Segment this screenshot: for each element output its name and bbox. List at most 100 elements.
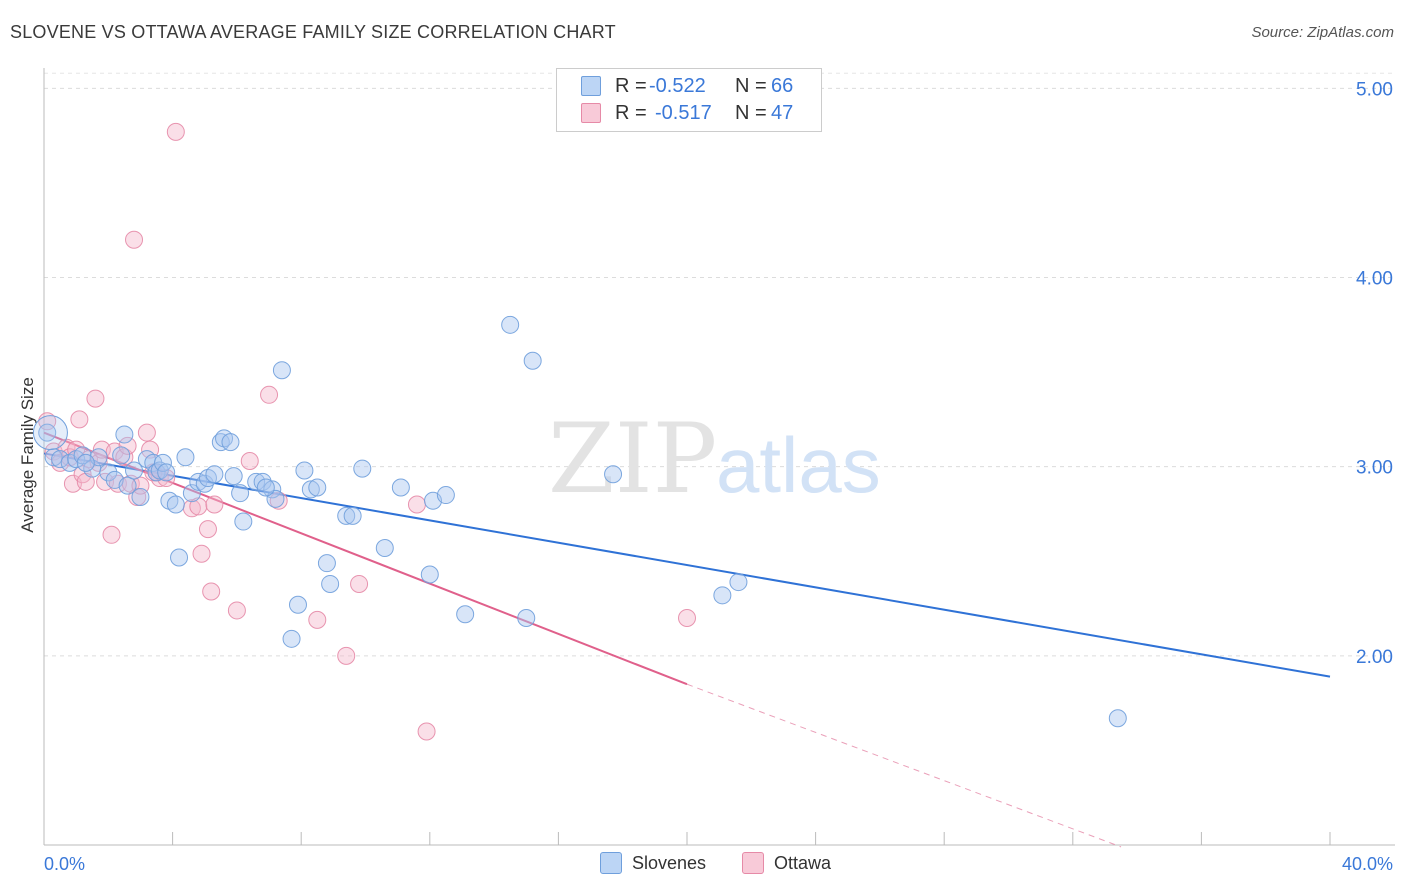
point-slovenes xyxy=(131,487,150,506)
point-ottawa xyxy=(308,610,327,629)
points-slovenes xyxy=(32,315,1127,728)
point-slovenes xyxy=(112,446,131,465)
point-ottawa xyxy=(166,122,185,141)
point-ottawa xyxy=(70,410,89,429)
trend-line-ottawa-extension xyxy=(686,683,1122,848)
point-slovenes xyxy=(256,478,275,497)
point-slovenes xyxy=(604,465,623,484)
stats-r-label: R = xyxy=(615,74,647,97)
point-slovenes xyxy=(523,351,542,370)
stats-n-label: N = xyxy=(735,74,767,97)
point-slovenes xyxy=(456,605,475,624)
point-ottawa xyxy=(115,448,134,467)
point-ottawa xyxy=(198,520,217,539)
point-slovenes xyxy=(317,554,336,573)
point-slovenes xyxy=(282,629,301,648)
point-slovenes xyxy=(125,461,144,480)
point-ottawa xyxy=(678,609,696,628)
point-ottawa xyxy=(125,230,144,249)
stats-n-value: 66 xyxy=(771,74,794,97)
point-slovenes xyxy=(295,461,314,480)
point-slovenes xyxy=(517,609,536,628)
stats-swatch-slovenes xyxy=(581,76,601,96)
point-slovenes xyxy=(231,484,250,503)
point-slovenes xyxy=(182,484,201,503)
point-slovenes xyxy=(501,315,520,334)
point-slovenes xyxy=(343,506,362,525)
point-slovenes xyxy=(234,512,253,531)
point-ottawa xyxy=(227,601,246,620)
legend-swatch-slovenes xyxy=(600,852,622,874)
point-slovenes xyxy=(253,472,272,491)
point-ottawa xyxy=(350,574,369,593)
point-slovenes xyxy=(263,480,282,499)
point-slovenes xyxy=(391,478,410,497)
point-slovenes xyxy=(375,539,394,558)
stats-swatch-ottawa xyxy=(581,103,601,123)
stats-r-value: -0.517 xyxy=(655,101,712,124)
stats-box: R = -0.522 N = 66 R = -0.517 N = 47 xyxy=(556,68,822,132)
stats-r-value: -0.522 xyxy=(649,74,706,97)
point-slovenes xyxy=(157,463,176,482)
y-tick-label: 3.00 xyxy=(1356,458,1393,479)
stats-r-label: R = xyxy=(615,101,647,124)
point-slovenes xyxy=(153,453,172,472)
watermark-atlas: atlas xyxy=(716,421,881,509)
point-slovenes xyxy=(321,574,340,593)
point-slovenes xyxy=(44,448,63,467)
gridlines xyxy=(44,72,1395,657)
point-slovenes xyxy=(115,425,134,444)
point-slovenes xyxy=(221,433,240,452)
point-slovenes xyxy=(76,453,95,472)
source-label: Source: ZipAtlas.com xyxy=(1251,24,1394,41)
trend-line-ottawa xyxy=(43,431,688,686)
point-ottawa xyxy=(76,472,95,491)
y-tick-label: 2.00 xyxy=(1356,647,1393,668)
point-slovenes xyxy=(147,463,166,482)
point-ottawa xyxy=(407,495,426,514)
legend-label-ottawa: Ottawa xyxy=(774,852,832,873)
point-slovenes xyxy=(1108,709,1127,728)
point-slovenes xyxy=(420,565,439,584)
point-ottawa xyxy=(417,722,436,741)
point-slovenes xyxy=(353,459,372,478)
point-ottawa xyxy=(102,525,121,544)
point-slovenes xyxy=(144,453,163,472)
point-ottawa xyxy=(137,423,156,442)
legend-item-slovenes[interactable]: Slovenes xyxy=(600,852,706,874)
y-tick-label: 4.00 xyxy=(1356,269,1393,290)
point-slovenes xyxy=(38,423,57,442)
x-tick-labels: 0.0% 40.0% xyxy=(44,854,1393,874)
stats-n-label: N = xyxy=(735,101,767,124)
point-ottawa xyxy=(269,491,288,510)
point-slovenes xyxy=(308,478,327,497)
point-ottawa xyxy=(141,440,160,459)
point-ottawa xyxy=(189,497,208,516)
point-slovenes xyxy=(118,476,137,495)
x-tick-label-max: 40.0% xyxy=(1342,854,1393,874)
watermark: ZIP atlas xyxy=(548,403,881,515)
point-slovenes xyxy=(166,495,185,514)
point-ottawa xyxy=(192,544,211,563)
point-slovenes xyxy=(51,450,70,469)
point-slovenes xyxy=(436,486,455,505)
legend-label-slovenes: Slovenes xyxy=(632,852,707,873)
stats-n-value: 47 xyxy=(771,101,794,124)
point-ottawa xyxy=(260,385,279,404)
x-tick-label-min: 0.0% xyxy=(44,854,85,874)
point-ottawa xyxy=(86,389,105,408)
point-slovenes xyxy=(224,467,243,486)
point-slovenes xyxy=(247,472,266,491)
point-slovenes xyxy=(205,465,224,484)
chart-title: SLOVENE VS OTTAWA AVERAGE FAMILY SIZE CO… xyxy=(10,22,616,42)
point-slovenes xyxy=(195,474,214,493)
point-slovenes xyxy=(288,595,307,614)
point-slovenes xyxy=(713,586,732,605)
y-tick-labels: 2.00 3.00 4.00 5.00 xyxy=(1356,79,1393,667)
point-slovenes xyxy=(99,463,118,482)
point-slovenes xyxy=(272,361,291,380)
point-slovenes xyxy=(301,480,320,499)
legend-item-ottawa[interactable]: Ottawa xyxy=(742,852,831,874)
point-ottawa xyxy=(205,495,224,514)
